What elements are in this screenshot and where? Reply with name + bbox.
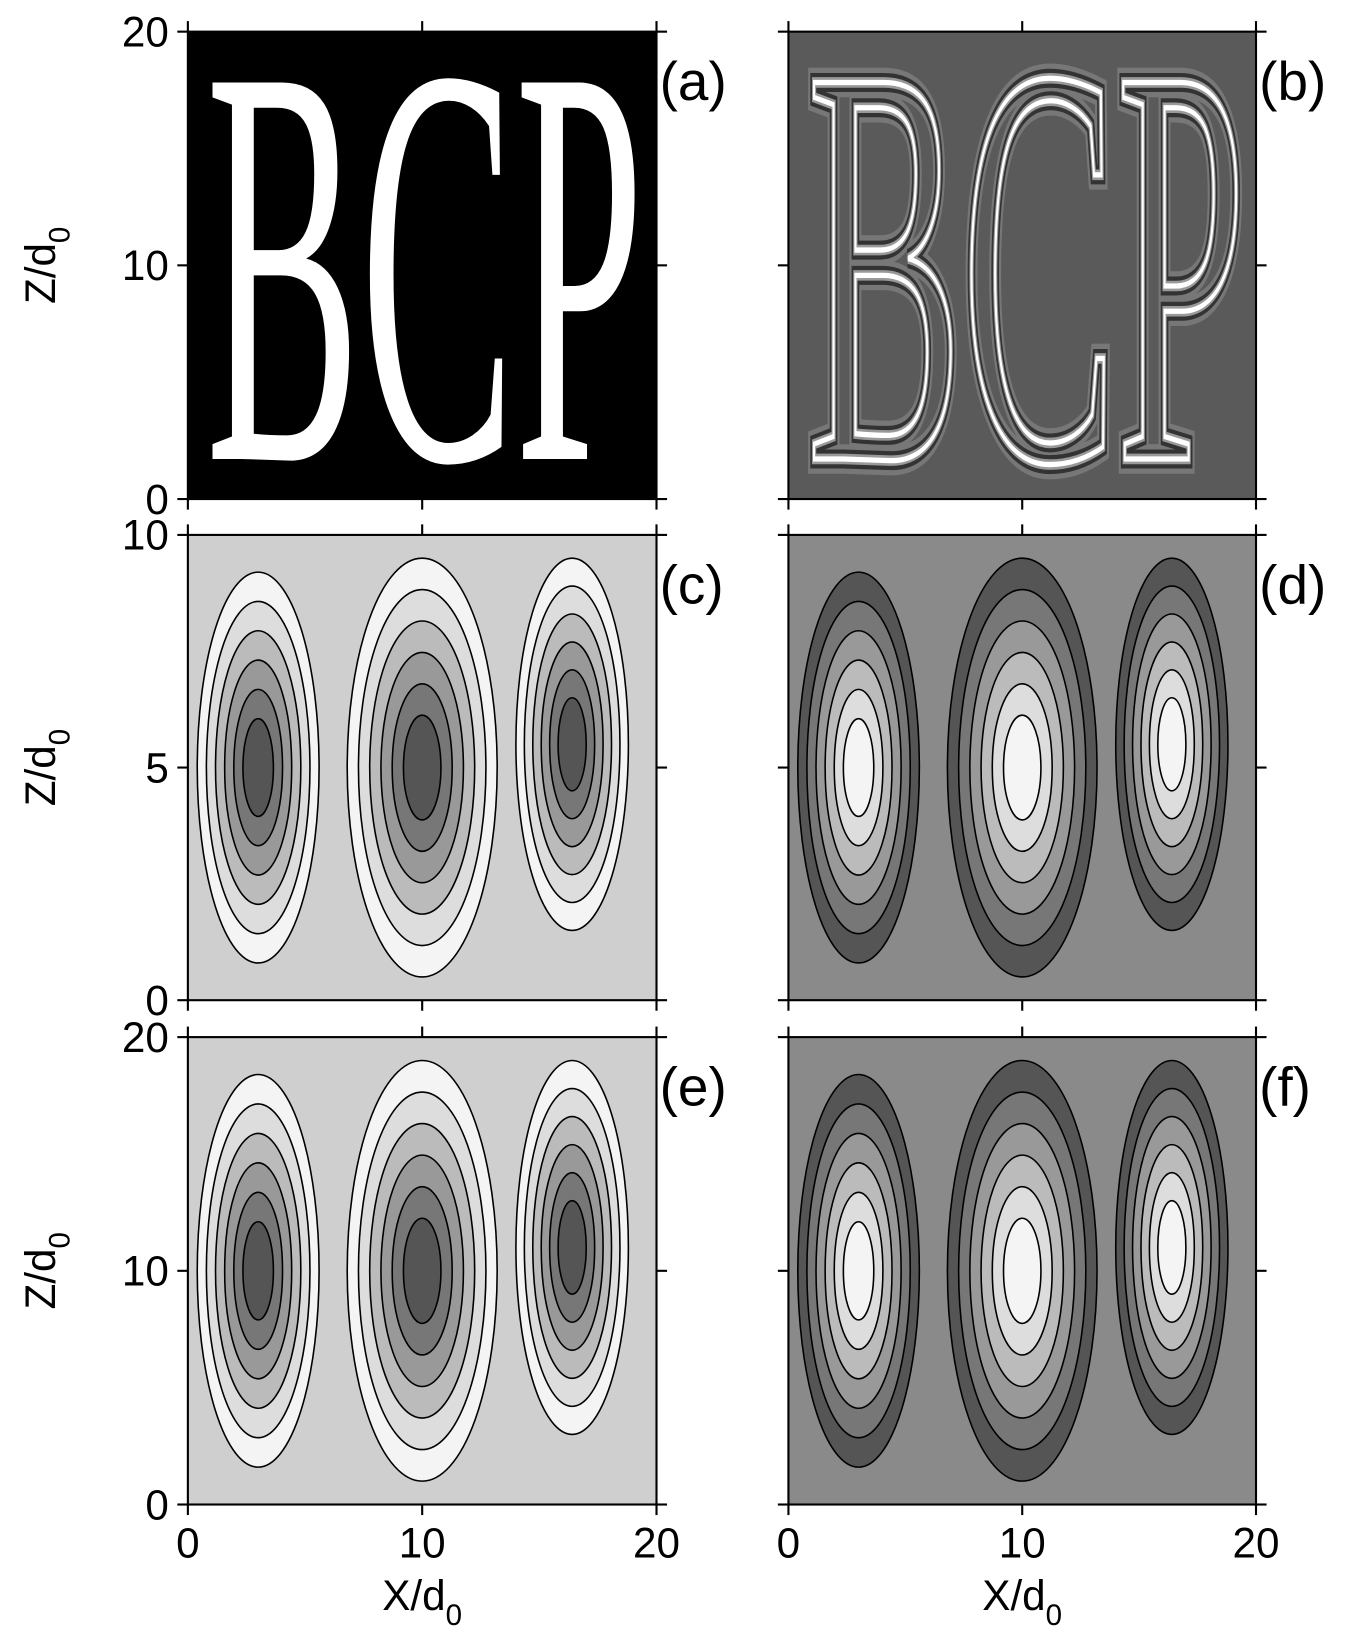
y-axis-label-sub: 0 xyxy=(44,1232,77,1248)
x-tick-label: 20 xyxy=(633,1519,680,1566)
x-tick-label: 20 xyxy=(1233,1519,1280,1566)
contour xyxy=(242,1220,275,1321)
contour xyxy=(242,717,275,818)
y-tick-label: 5 xyxy=(145,744,168,791)
y-tick-label: 20 xyxy=(122,1014,169,1061)
panel-label: (b) xyxy=(1259,50,1326,112)
pattern-contour: BCP xyxy=(807,0,1245,584)
x-tick-label: 0 xyxy=(777,1519,800,1566)
y-tick-label: 20 xyxy=(122,8,169,55)
panel-bg xyxy=(187,31,657,500)
contour xyxy=(842,1220,875,1321)
contour xyxy=(557,696,587,792)
x-axis-label: X/d0 xyxy=(382,1572,462,1632)
y-tick-label: 0 xyxy=(145,977,168,1024)
y-tick-label: 10 xyxy=(122,512,169,559)
x-tick-label: 10 xyxy=(999,1519,1046,1566)
pattern-text: BCP xyxy=(206,0,644,584)
pattern-contour: BCP xyxy=(807,0,1245,584)
contour xyxy=(1002,714,1042,821)
contour xyxy=(842,717,875,818)
panel-bg xyxy=(788,31,1257,500)
y-axis-label-sub: 0 xyxy=(44,729,77,745)
x-axis-label-sub: 0 xyxy=(1046,1599,1062,1632)
x-axis-label-text: X/d xyxy=(382,1572,445,1619)
contour xyxy=(1002,1217,1042,1325)
panel-image xyxy=(788,534,1257,1001)
panel-label: (d) xyxy=(1259,554,1326,616)
contour xyxy=(402,1217,442,1325)
y-tick-label: 10 xyxy=(122,242,169,289)
y-tick-label: 0 xyxy=(145,1481,168,1528)
x-tick-label: 10 xyxy=(399,1519,446,1566)
y-tick-label: 0 xyxy=(145,476,168,523)
y-axis-label-text: Z/d xyxy=(17,243,64,304)
contour xyxy=(1157,1199,1187,1295)
contour xyxy=(557,1199,587,1295)
pattern-contour: BCP xyxy=(807,0,1245,584)
panel-label: (e) xyxy=(660,1056,727,1118)
contour xyxy=(1157,696,1187,792)
y-axis-label-sub: 0 xyxy=(44,227,77,243)
x-axis-label-sub: 0 xyxy=(446,1599,462,1632)
panel-label: (f) xyxy=(1259,1056,1311,1118)
x-tick-label: 0 xyxy=(176,1519,199,1566)
y-axis-label: Z/d0 xyxy=(17,729,77,806)
panel-label: (c) xyxy=(660,554,724,616)
panel-image xyxy=(187,1037,657,1505)
pattern-contour: BCP xyxy=(807,0,1245,584)
y-axis-label-text: Z/d xyxy=(17,1249,64,1310)
y-axis-label: Z/d0 xyxy=(17,1232,77,1309)
x-axis-label: X/d0 xyxy=(982,1572,1062,1632)
x-axis-label-text: X/d xyxy=(982,1572,1045,1619)
y-axis-label: Z/d0 xyxy=(17,227,77,304)
y-tick-label: 10 xyxy=(122,1248,169,1295)
panel-image xyxy=(788,1037,1257,1505)
panel-image: BCP xyxy=(187,0,657,584)
panel-label: (a) xyxy=(660,50,727,112)
contour xyxy=(402,714,442,821)
panel-image xyxy=(187,534,657,1001)
y-axis-label-text: Z/d xyxy=(17,745,64,806)
